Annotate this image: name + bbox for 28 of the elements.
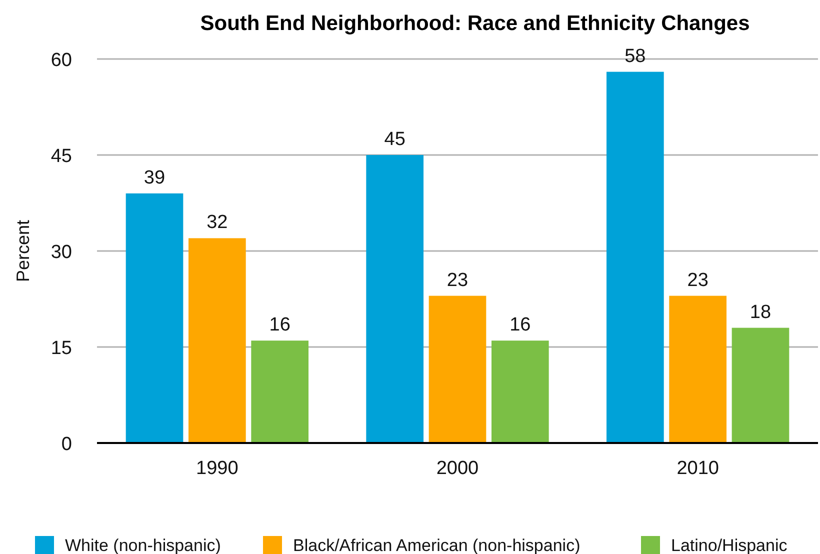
data-label: 16 [510,314,531,336]
bar [251,340,308,443]
y-tick-label: 15 [50,338,72,359]
data-label: 58 [624,46,646,67]
y-axis-title: Percent [13,220,33,282]
data-label: 45 [384,129,406,150]
bar [732,328,790,443]
bar [366,155,424,443]
y-tick-label: 60 [50,50,72,71]
x-tick-label: 2000 [436,458,479,479]
bar [669,296,726,443]
data-label: 32 [206,212,228,234]
bar [126,193,184,443]
x-tick-label: 2010 [676,458,719,479]
y-tick-label: 0 [61,434,72,455]
data-label: 23 [687,270,708,291]
data-label: 16 [269,314,290,336]
bar [428,296,486,443]
y-tick-label: 45 [50,146,72,167]
bar [606,72,664,443]
data-label: 18 [750,302,772,323]
data-label: 23 [446,270,468,291]
data-label: 39 [144,167,166,188]
y-tick-label: 30 [50,242,72,263]
bar [188,238,246,443]
x-tick-label: 1990 [196,458,238,479]
bar [491,340,549,443]
chart-title: South End Neighborhood: Race and Ethnicity Changes [200,12,750,35]
